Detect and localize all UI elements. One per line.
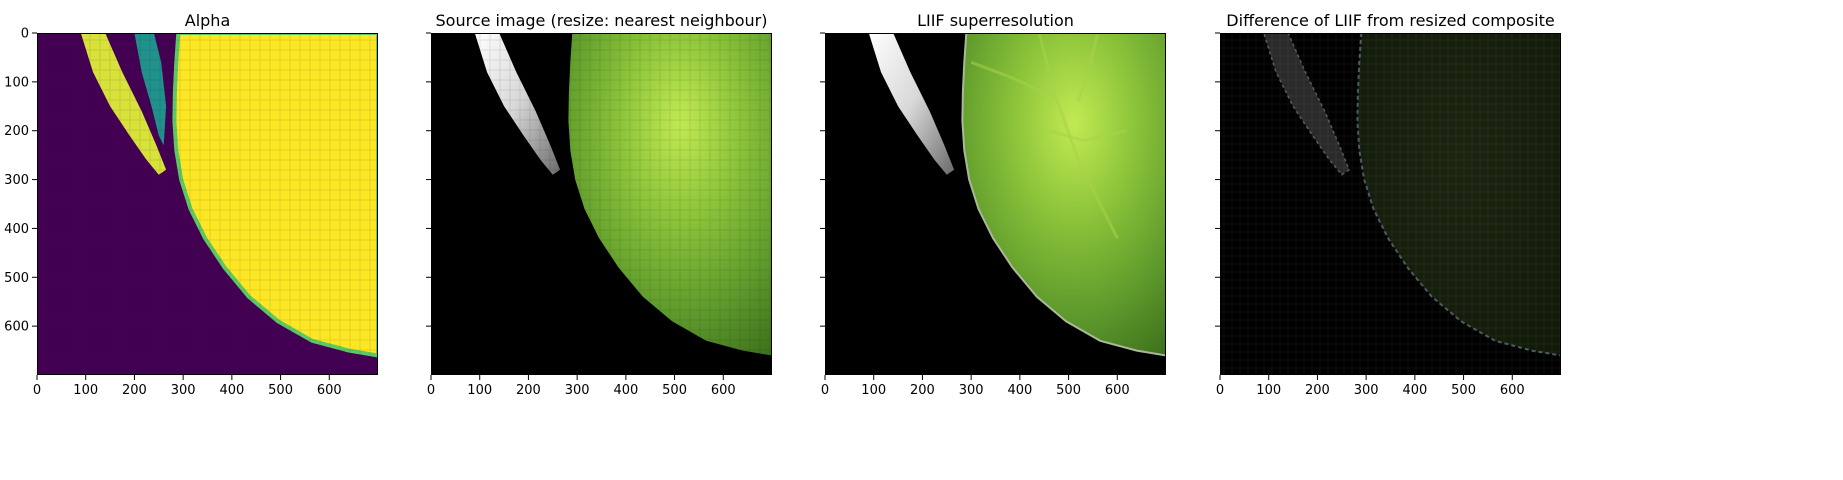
x-tick-label: 200 [516, 383, 541, 398]
y-tick-label: 0 [21, 27, 29, 42]
x-tick-label: 400 [219, 383, 244, 398]
panel-image [1220, 33, 1561, 375]
panel-2: Source image (resize: nearest neighbour)… [426, 11, 772, 398]
y-tick-label: 300 [4, 173, 29, 188]
pixel-grid [431, 33, 772, 375]
y-tick-label: 400 [4, 222, 29, 237]
x-tick-label: 100 [73, 383, 98, 398]
x-tick-label: 0 [33, 383, 41, 398]
x-tick-label: 400 [1402, 383, 1427, 398]
leaf-vein [1048, 129, 1128, 143]
x-tick-label: 500 [1451, 383, 1476, 398]
x-tick-label: 500 [662, 383, 687, 398]
pixel-grid [1220, 33, 1561, 375]
axes-frame [431, 33, 772, 375]
panel-4: Difference of LIIF from resized composit… [1215, 11, 1561, 398]
axes-frame [825, 33, 1166, 375]
x-tick-label: 600 [1105, 383, 1130, 398]
panel-image [825, 33, 1166, 375]
x-tick-label: 300 [1354, 383, 1379, 398]
x-tick-label: 0 [1216, 383, 1224, 398]
panel-title: Difference of LIIF from resized composit… [1226, 11, 1554, 30]
panel-title: LIIF superresolution [917, 11, 1074, 30]
x-tick-label: 200 [1305, 383, 1330, 398]
x-tick-label: 500 [268, 383, 293, 398]
panel-title: Alpha [185, 11, 231, 30]
x-tick-label: 300 [171, 383, 196, 398]
x-tick-label: 600 [711, 383, 736, 398]
axes-frame [37, 33, 378, 375]
x-tick-label: 100 [861, 383, 886, 398]
x-tick-label: 100 [467, 383, 492, 398]
leaf-vein [1076, 33, 1100, 102]
x-tick-label: 0 [821, 383, 829, 398]
x-tick-label: 300 [565, 383, 590, 398]
y-tick-label: 100 [4, 75, 29, 90]
x-tick-label: 600 [1500, 383, 1525, 398]
axes-frame [1220, 33, 1561, 375]
liif-leaf [961, 33, 1166, 357]
x-tick-label: 600 [317, 383, 342, 398]
y-tick-label: 600 [4, 320, 29, 335]
x-tick-label: 0 [427, 383, 435, 398]
panel-image [431, 33, 772, 375]
panels: Alpha 0 100 200 300 400 500 600 0 100 200 300 400 500… [4, 11, 1561, 398]
panel-title: Source image (resize: nearest neighbour) [436, 11, 768, 30]
pixel-grid [37, 33, 378, 375]
x-tick-label: 400 [1007, 383, 1032, 398]
x-tick-label: 400 [613, 383, 638, 398]
y-tick-label: 200 [4, 124, 29, 139]
x-tick-label: 200 [122, 383, 147, 398]
panel-3: LIIF superresolution 0 100 200 300 400 500 600 [820, 11, 1166, 398]
x-tick-label: 100 [1256, 383, 1281, 398]
y-tick-label: 500 [4, 271, 29, 286]
leaf-vein [970, 60, 1055, 98]
x-tick-label: 300 [959, 383, 984, 398]
liif-petal [868, 33, 955, 175]
panel-1: Alpha 0 100 200 300 400 500 600 0 100 200 300 400 500… [4, 11, 378, 398]
leaf-vein [1037, 33, 1119, 239]
x-tick-label: 500 [1056, 383, 1081, 398]
x-tick-label: 200 [910, 383, 935, 398]
panel-image [37, 33, 378, 375]
